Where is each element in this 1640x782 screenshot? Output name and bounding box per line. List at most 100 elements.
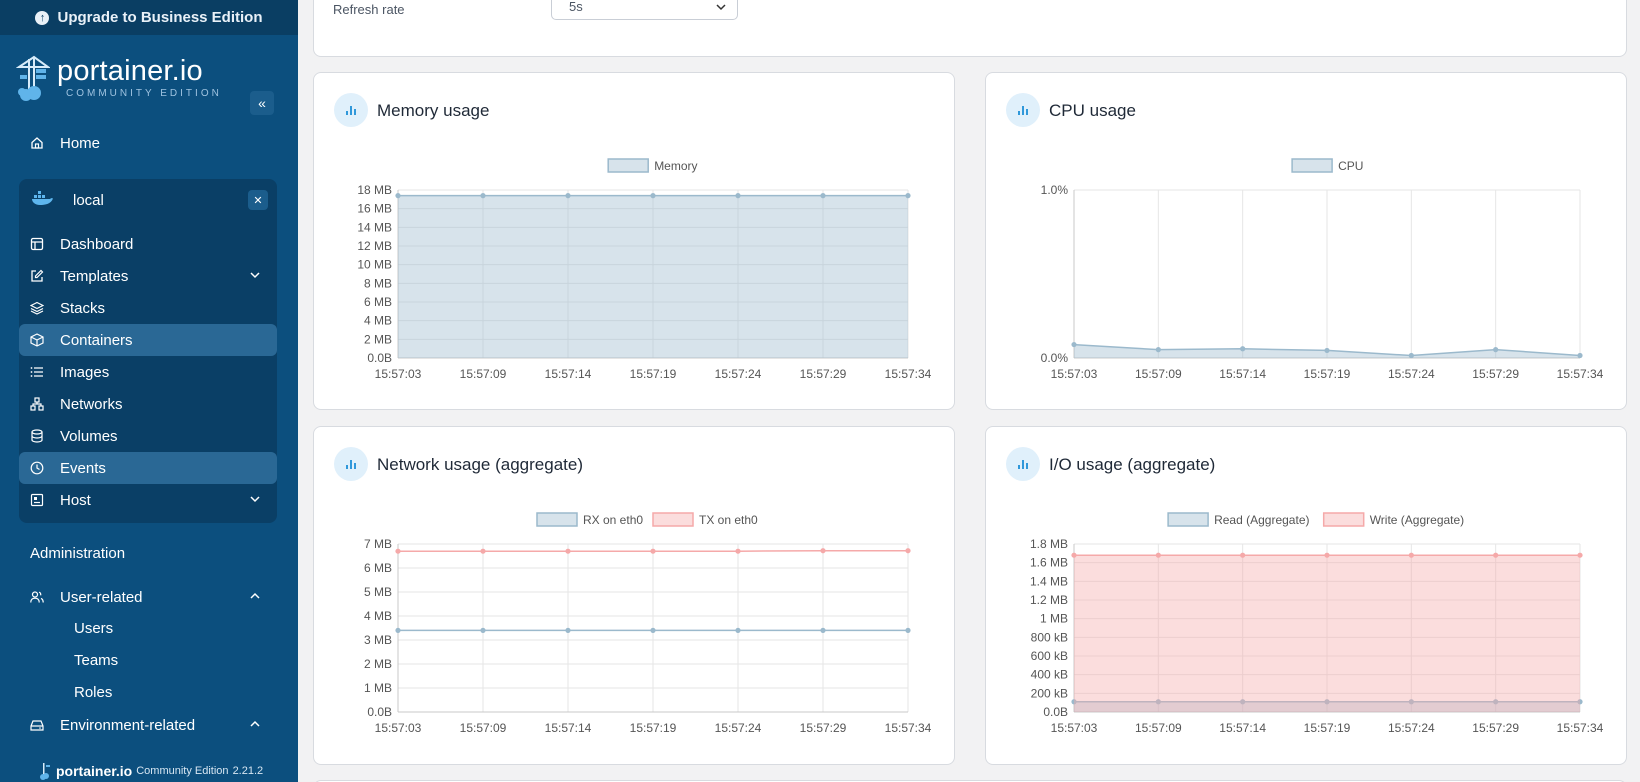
x-tick-label: 15:57:03 [375, 721, 422, 735]
x-tick-label: 15:57:19 [1304, 721, 1351, 735]
data-point [735, 548, 741, 554]
data-point [1240, 699, 1246, 705]
sidebar-item-label: Stacks [60, 299, 106, 317]
data-point [735, 193, 741, 199]
collapse-sidebar-button[interactable]: « [250, 91, 274, 115]
x-tick-label: 15:57:14 [545, 367, 592, 381]
sidebar-subitem-roles[interactable]: Roles [74, 684, 113, 701]
sidebar-item-host[interactable]: Host [19, 484, 277, 516]
edit-icon [30, 269, 44, 283]
clock-icon [30, 461, 44, 475]
legend-label: TX on eth0 [699, 513, 758, 527]
chevron-down-icon [716, 4, 726, 11]
sidebar-item-stacks[interactable]: Stacks [19, 292, 277, 324]
refresh-rate-select[interactable]: 5s [551, 0, 738, 20]
y-tick-label: 1.6 MB [1030, 556, 1068, 570]
x-tick-label: 15:57:19 [1304, 367, 1351, 381]
y-tick-label: 1.0% [1041, 183, 1069, 197]
sidebar-subitem-users[interactable]: Users [74, 620, 114, 637]
chevron-down-icon [250, 272, 260, 279]
y-tick-label: 8 MB [364, 276, 392, 290]
data-point [1240, 346, 1246, 352]
y-tick-label: 4 MB [364, 314, 392, 328]
sidebar-item-user-related[interactable]: User-related [19, 581, 277, 613]
docker-icon [31, 190, 53, 210]
x-tick-label: 15:57:34 [885, 367, 932, 381]
brand: portainer.io COMMUNITY EDITION « [0, 35, 298, 115]
x-tick-label: 15:57:09 [1135, 721, 1182, 735]
footer-brand: portainer.io [56, 763, 133, 779]
data-point [1155, 699, 1161, 705]
data-point [480, 548, 486, 554]
y-tick-label: 200 kB [1031, 686, 1068, 700]
io-usage-chart: 0.0B 200 kB 400 kB 600 kB 800 kB 1 MB 1.2 MB 1.… [1030, 512, 1604, 735]
legend-swatch [652, 512, 694, 527]
y-tick-label: 0.0% [1041, 351, 1069, 365]
sidebar-item-volumes[interactable]: Volumes [19, 420, 277, 452]
sidebar-item-images[interactable]: Images [19, 356, 277, 388]
footer-edition: Community Edition [136, 765, 229, 777]
x-tick-label: 15:57:34 [1557, 721, 1604, 735]
close-environment-button[interactable]: ✕ [248, 190, 268, 210]
x-tick-label: 15:57:19 [630, 367, 677, 381]
x-tick-label: 15:57:29 [1472, 367, 1519, 381]
x-tick-label: 15:57:24 [1388, 721, 1435, 735]
double-chevron-left-icon: « [258, 95, 266, 111]
box-icon [30, 333, 44, 347]
bar-chart-icon [1006, 93, 1040, 127]
data-point [650, 548, 656, 554]
data-point [565, 193, 571, 199]
data-point [1577, 552, 1583, 558]
chevron-up-icon [250, 720, 260, 727]
bar-chart-icon [334, 93, 368, 127]
y-tick-label: 5 MB [364, 585, 392, 599]
data-point [1493, 552, 1499, 558]
legend-label: CPU [1338, 159, 1363, 173]
sidebar-item-label: Volumes [60, 427, 118, 445]
x-tick-label: 15:57:24 [715, 367, 762, 381]
y-tick-label: 800 kB [1031, 630, 1068, 644]
data-point [480, 627, 486, 633]
data-point [565, 627, 571, 633]
cpu-usage-title: CPU usage [1049, 101, 1136, 120]
chevron-down-icon [250, 496, 260, 503]
sidebar-item-templates[interactable]: Templates [19, 260, 277, 292]
data-point [1324, 552, 1330, 558]
dashboard-icon [30, 237, 44, 251]
x-tick-label: 15:57:29 [1472, 721, 1519, 735]
sidebar-subitem-teams[interactable]: Teams [74, 652, 119, 669]
x-tick-label: 15:57:34 [1557, 367, 1604, 381]
data-point [820, 627, 826, 633]
sidebar-item-containers[interactable]: Containers [19, 324, 277, 356]
upgrade-banner[interactable]: ↑ Upgrade to Business Edition [0, 0, 298, 35]
sidebar-item-environment-related[interactable]: Environment-related [19, 709, 277, 741]
sidebar-item-dashboard[interactable]: Dashboard [19, 228, 277, 260]
data-point [1493, 347, 1499, 353]
y-tick-label: 2 MB [364, 657, 392, 671]
hard-drive-icon [30, 718, 44, 732]
data-point [650, 627, 656, 633]
x-tick-label: 15:57:09 [460, 367, 507, 381]
memory-usage-card [313, 72, 955, 410]
y-tick-label: 1.2 MB [1030, 593, 1068, 607]
portainer-small-logo-icon [40, 763, 50, 780]
x-tick-label: 15:57:03 [1051, 367, 1098, 381]
refresh-rate-value: 5s [569, 0, 583, 14]
sidebar-item-networks[interactable]: Networks [19, 388, 277, 420]
sidebar-item-label: Events [60, 459, 106, 477]
sidebar-item-events[interactable]: Events [19, 452, 277, 484]
x-tick-label: 15:57:14 [1219, 367, 1266, 381]
arrow-up-circle-icon: ↑ [35, 10, 50, 25]
network-icon [30, 397, 44, 411]
legend-swatch [1291, 158, 1333, 173]
environment-header[interactable]: local [19, 183, 277, 217]
data-point [1071, 552, 1077, 558]
sidebar-item-label: Images [60, 363, 110, 381]
io-usage-title: I/O usage (aggregate) [1049, 455, 1216, 474]
sidebar-item-home[interactable]: Home [19, 127, 277, 159]
data-point [905, 193, 911, 199]
chevron-up-icon [250, 592, 260, 599]
data-point [1493, 699, 1499, 705]
series-area [1074, 555, 1580, 712]
sidebar: ↑ Upgrade to Business Edition portainer.… [0, 0, 298, 782]
